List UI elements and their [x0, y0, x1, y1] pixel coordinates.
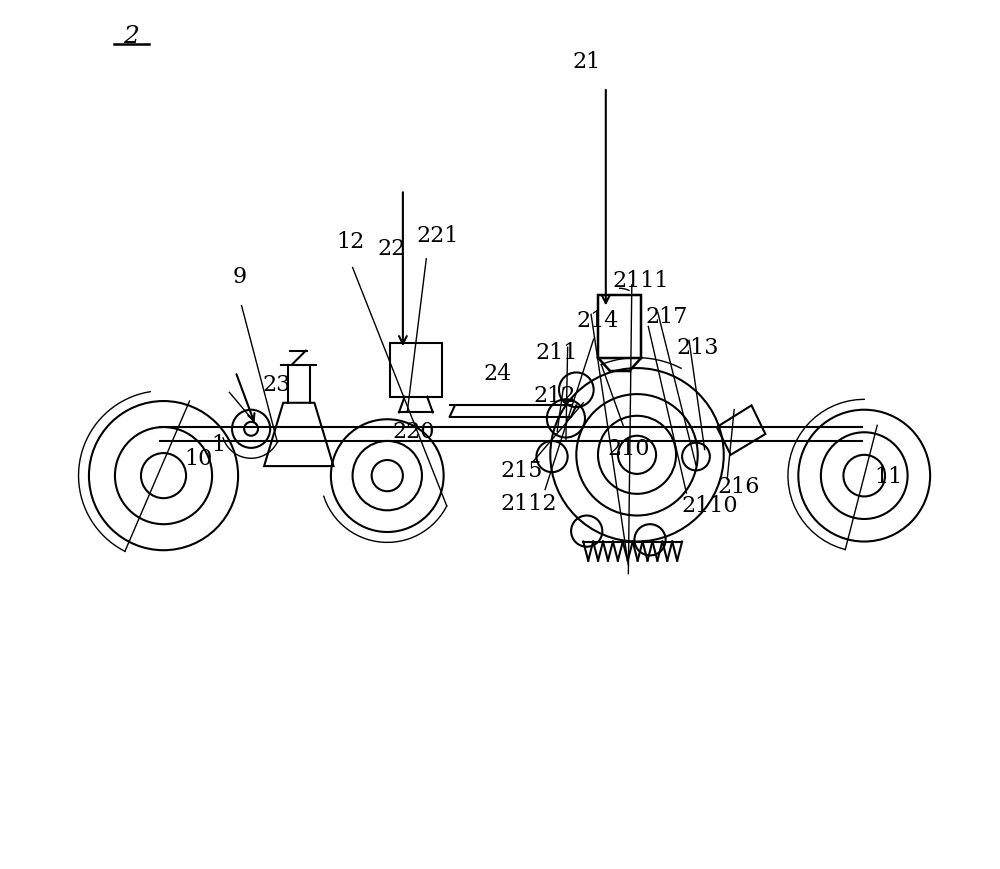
Text: 1: 1: [211, 434, 225, 456]
Text: 24: 24: [483, 363, 512, 385]
Text: 220: 220: [392, 421, 435, 443]
Text: 211: 211: [535, 342, 578, 363]
Text: 2111: 2111: [612, 269, 669, 291]
Text: 216: 216: [717, 475, 760, 497]
Text: 23: 23: [262, 374, 290, 395]
Text: 221: 221: [416, 224, 459, 246]
Text: 2: 2: [123, 24, 139, 48]
Text: 210: 210: [607, 437, 650, 460]
Text: 2110: 2110: [682, 494, 738, 516]
Text: 2112: 2112: [500, 493, 557, 514]
Text: 215: 215: [500, 460, 543, 482]
Text: 21: 21: [573, 51, 601, 73]
Text: 214: 214: [576, 309, 618, 331]
Text: 22: 22: [377, 237, 406, 259]
Text: 10: 10: [184, 448, 212, 470]
Text: 12: 12: [337, 231, 365, 253]
Text: 212: 212: [533, 384, 576, 407]
Text: 11: 11: [874, 465, 903, 487]
Text: 9: 9: [233, 266, 247, 288]
Text: 217: 217: [645, 306, 688, 328]
Text: 213: 213: [676, 337, 719, 359]
